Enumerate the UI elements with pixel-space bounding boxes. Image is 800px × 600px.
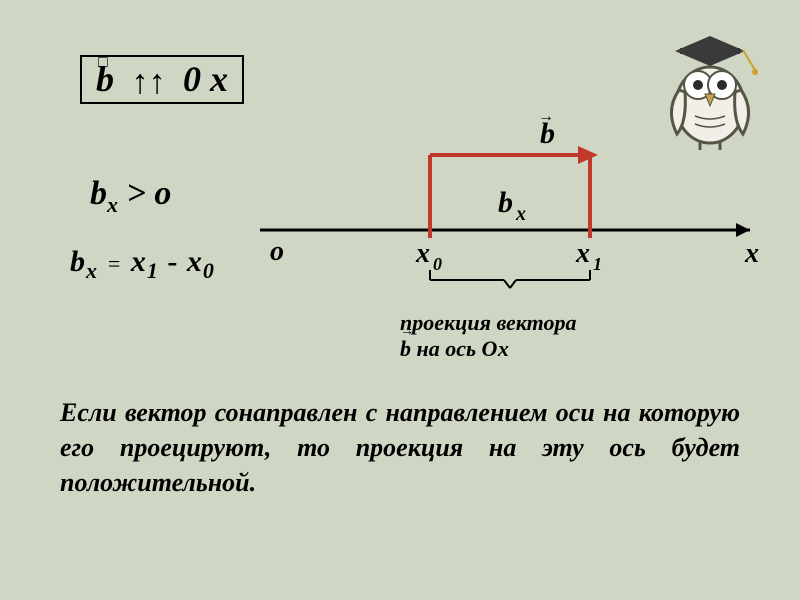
eq-x0: x: [187, 245, 203, 278]
eq-minus: -: [167, 245, 178, 278]
svg-text:1: 1: [593, 254, 602, 274]
svg-text:0: 0: [433, 254, 442, 274]
inequality: bx > о: [90, 175, 171, 218]
ineq-sub: x: [107, 192, 118, 217]
diagram-svg: оxx0x1bxb→: [260, 80, 760, 340]
formula-0x: 0 x: [183, 59, 228, 99]
projection-caption: проекция вектора → b на ось Ох: [400, 310, 576, 363]
eq-1: 1: [147, 258, 159, 283]
equation: bx = x1 - x0: [70, 245, 215, 284]
svg-text:x: x: [415, 238, 430, 269]
eq-0: 0: [203, 258, 215, 283]
proj-rest: на ось Ох: [411, 336, 509, 361]
proj-line2: → b на ось Ох: [400, 336, 576, 362]
eq-b: b: [70, 245, 86, 278]
svg-text:b: b: [498, 186, 513, 219]
eq-bx-sub: x: [86, 258, 98, 283]
parallel-arrows-icon: ↑↑: [123, 66, 174, 100]
formula-box: □ b ↑↑ 0 x: [80, 55, 244, 104]
ineq-b: b: [90, 175, 107, 212]
svg-text:x: x: [515, 203, 526, 225]
formula-top-symbol: □: [98, 55, 108, 71]
proj-line1: проекция вектора: [400, 310, 576, 336]
eq-sign: =: [107, 251, 123, 276]
eq-x1: x: [131, 245, 147, 278]
svg-text:о: о: [270, 236, 284, 267]
svg-text:x: x: [575, 238, 590, 269]
svg-text:x: x: [744, 238, 759, 269]
ineq-o: о: [154, 175, 171, 212]
diagram: оxx0x1bxb→: [260, 80, 760, 340]
explanation-paragraph: Если вектор сонаправлен с направлением о…: [60, 395, 740, 500]
svg-text:→: →: [538, 108, 554, 125]
slide-root: □ b ↑↑ 0 x bx > о bx = x1 - x0 оxx0x1bxb…: [0, 0, 800, 600]
ineq-gt: >: [127, 175, 146, 212]
